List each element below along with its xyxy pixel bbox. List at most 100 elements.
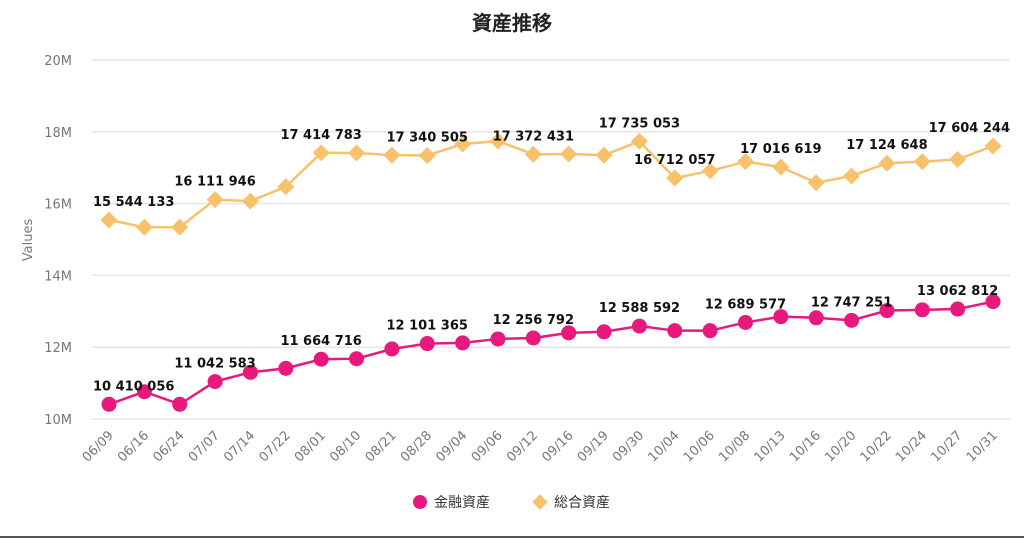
data-point-circle <box>596 324 612 340</box>
data-label: 17 124 648 <box>846 138 927 153</box>
data-point-circle <box>136 384 152 400</box>
data-label: 12 747 251 <box>811 295 892 310</box>
data-label: 17 016 619 <box>740 142 821 157</box>
x-tick-label: 10/22 <box>858 428 895 465</box>
y-tick-label: 20M <box>44 54 72 69</box>
x-tick-label: 10/08 <box>716 428 753 465</box>
data-point-circle <box>384 341 400 357</box>
y-tick-label: 14M <box>44 269 72 284</box>
data-point-circle <box>667 323 683 339</box>
data-point-diamond <box>312 144 330 162</box>
x-tick-label: 08/01 <box>292 428 329 465</box>
data-label: 12 101 365 <box>387 319 468 334</box>
data-point-diamond <box>241 192 259 210</box>
x-tick-label: 09/16 <box>539 428 576 465</box>
data-point-diamond <box>736 153 754 171</box>
data-point-circle <box>914 302 930 318</box>
data-point-diamond <box>772 158 790 176</box>
data-label: 16 712 057 <box>634 153 715 168</box>
data-point-circle <box>879 303 895 319</box>
data-label: 12 689 577 <box>705 297 786 312</box>
x-tick-label: 09/19 <box>575 428 612 465</box>
x-tick-label: 08/10 <box>327 428 364 465</box>
data-label: 12 588 592 <box>599 301 680 316</box>
x-tick-label: 09/06 <box>469 428 506 465</box>
data-label: 10 410 056 <box>93 379 174 394</box>
x-tick-label: 06/09 <box>80 428 117 465</box>
legend-circle-icon <box>413 495 427 509</box>
data-point-diamond <box>666 169 684 187</box>
x-tick-labels: 06/0906/1606/2407/0707/1407/2208/0108/10… <box>80 428 1001 465</box>
data-point-circle <box>207 374 223 390</box>
x-tick-label: 10/13 <box>752 428 789 465</box>
x-tick-label: 10/24 <box>893 428 930 465</box>
x-tick-label: 10/04 <box>645 428 682 465</box>
x-tick-label: 09/30 <box>610 428 647 465</box>
data-point-diamond <box>913 153 931 171</box>
data-point-circle <box>172 396 188 412</box>
data-point-circle <box>313 351 329 367</box>
data-point-circle <box>242 364 258 380</box>
series-group <box>100 132 1002 412</box>
data-point-diamond <box>489 132 507 150</box>
data-point-circle <box>844 312 860 328</box>
data-point-diamond <box>560 145 578 163</box>
bottom-border <box>0 536 1024 538</box>
data-point-circle <box>773 309 789 325</box>
data-point-circle <box>101 396 117 412</box>
data-point-diamond <box>878 154 896 172</box>
data-point-circle <box>631 318 647 334</box>
data-point-diamond <box>454 135 472 153</box>
data-point-diamond <box>277 178 295 196</box>
y-tick-label: 12M <box>44 341 72 356</box>
y-tick-label: 10M <box>44 413 72 428</box>
x-tick-label: 09/12 <box>504 428 541 465</box>
data-point-diamond <box>100 211 118 229</box>
data-point-circle <box>985 294 1001 310</box>
data-point-diamond <box>984 137 1002 155</box>
data-label: 17 604 244 <box>929 121 1010 136</box>
x-tick-label: 10/31 <box>964 428 1001 465</box>
data-label: 17 372 431 <box>493 129 574 144</box>
x-tick-label: 09/04 <box>433 428 470 465</box>
x-tick-label: 10/06 <box>681 428 718 465</box>
x-tick-label: 06/16 <box>115 428 152 465</box>
data-label: 13 062 812 <box>917 284 998 299</box>
data-point-circle <box>561 325 577 341</box>
y-tick-label: 16M <box>44 198 72 213</box>
data-point-diamond <box>348 144 366 162</box>
x-tick-label: 10/16 <box>787 428 824 465</box>
x-tick-label: 10/20 <box>822 428 859 465</box>
x-tick-label: 06/24 <box>150 428 187 465</box>
data-point-circle <box>490 331 506 347</box>
legend: 金融資産 総合資産 <box>413 494 610 511</box>
data-point-diamond <box>383 146 401 164</box>
data-point-diamond <box>949 150 967 168</box>
x-tick-label: 07/22 <box>257 428 294 465</box>
data-point-diamond <box>206 191 224 209</box>
data-label: 17 735 053 <box>599 116 680 131</box>
data-point-diamond <box>418 146 436 164</box>
x-tick-label: 08/21 <box>363 428 400 465</box>
y-axis-label: Values <box>21 219 36 262</box>
y-tick-labels: 10M 12M 14M 16M 18M 20M <box>44 54 72 428</box>
data-label: 17 414 783 <box>280 128 361 143</box>
data-label: 11 042 583 <box>174 357 255 372</box>
data-point-circle <box>419 336 435 352</box>
data-point-circle <box>808 310 824 326</box>
data-point-circle <box>278 360 294 376</box>
legend-label: 総合資産 <box>554 495 610 511</box>
data-label: 12 256 792 <box>493 313 574 328</box>
data-label: 15 544 133 <box>93 195 174 210</box>
legend-diamond-icon <box>532 494 548 510</box>
data-label: 16 111 946 <box>174 175 255 190</box>
data-point-diamond <box>171 218 189 236</box>
y-tick-label: 18M <box>44 126 72 141</box>
x-tick-label: 07/07 <box>186 428 223 465</box>
chart-title: 資産推移 <box>472 11 552 35</box>
x-tick-label: 08/28 <box>398 428 435 465</box>
data-point-diamond <box>595 146 613 164</box>
x-tick-label: 07/14 <box>221 428 258 465</box>
data-point-circle <box>950 301 966 317</box>
